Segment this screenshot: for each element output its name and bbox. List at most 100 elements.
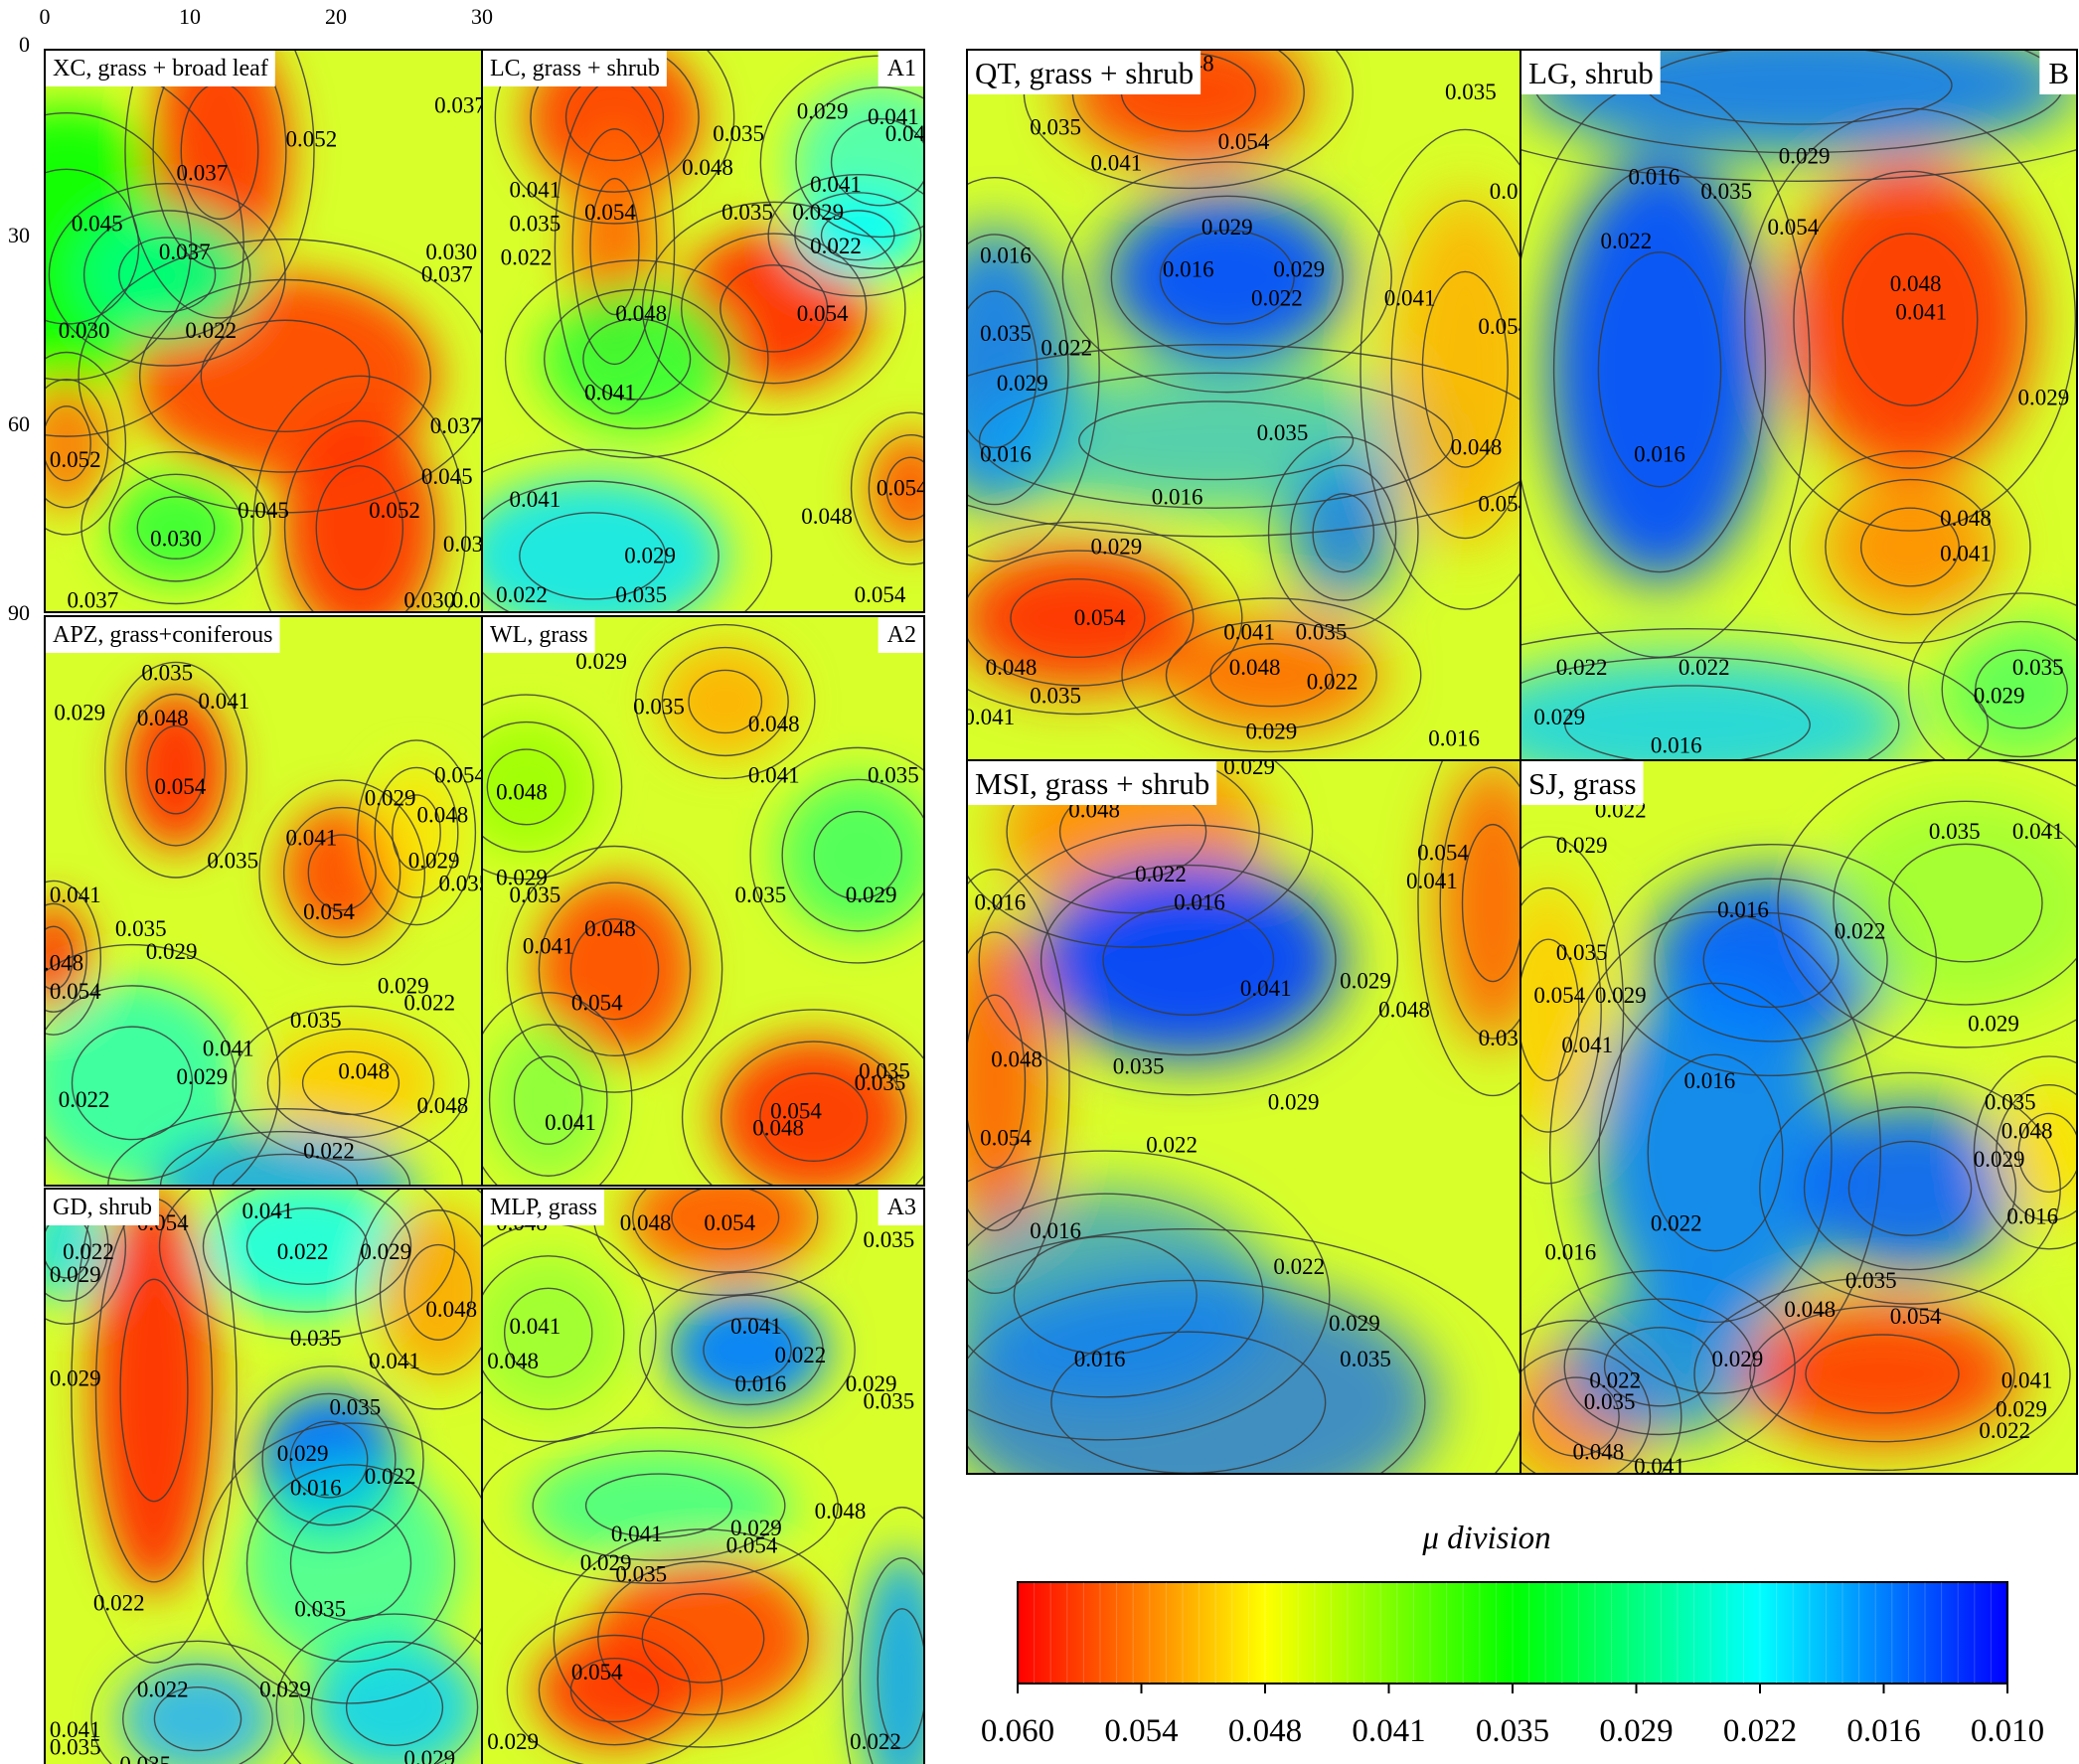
contour-label: 0.029 xyxy=(1091,535,1143,560)
contour-label: 0.035 xyxy=(864,1389,915,1414)
contour-line xyxy=(571,128,658,366)
heat-region xyxy=(627,1189,823,1275)
panel-corner-tag-box xyxy=(878,51,923,86)
colorbar-tick-label: 0.048 xyxy=(1228,1713,1302,1749)
contour-label: 0.041 xyxy=(523,933,574,958)
contour-label: 0.029 xyxy=(1329,1311,1380,1336)
contour-label: 0.041 xyxy=(545,1110,596,1135)
contour-line xyxy=(1973,1055,2077,1250)
contour-line xyxy=(1749,1305,2015,1443)
contour-line xyxy=(1520,938,1580,1082)
panel-label: WL, grass xyxy=(490,622,588,648)
contour-line xyxy=(1563,1298,1756,1436)
contour-line xyxy=(45,378,109,509)
contour-line xyxy=(80,450,271,605)
contour-line xyxy=(119,1278,189,1503)
contour-line xyxy=(48,183,286,367)
contour-label: 0.035 xyxy=(1445,80,1497,104)
contour-line xyxy=(720,264,829,353)
contour-label: 0.029 xyxy=(1974,1147,2025,1172)
contour-label: 0.054 xyxy=(877,475,928,500)
contour-line xyxy=(1693,1276,2071,1472)
contour-label: 0.054 xyxy=(434,762,486,787)
contour-label: 0.048 xyxy=(748,712,800,736)
contour-label: 0.029 xyxy=(365,785,416,810)
contour-label: 0.022 xyxy=(59,1087,110,1112)
contour-line xyxy=(258,779,426,966)
contour-line xyxy=(1013,1235,1198,1356)
contour-label: 0.01 xyxy=(1490,179,1529,204)
contour-line xyxy=(584,1473,733,1538)
contour-label: 0.016 xyxy=(975,890,1027,915)
contour-line xyxy=(967,550,1195,687)
contour-label: 0.035 xyxy=(119,1752,171,1764)
contour-line xyxy=(1359,128,1520,610)
heat-region xyxy=(1821,476,1999,618)
heat-region xyxy=(45,900,88,1016)
contour-line xyxy=(482,448,773,612)
x-axis-ticks: 0 10 20 30 xyxy=(40,4,494,29)
contour-label: 0.016 xyxy=(1545,1239,1597,1264)
y-axis-ticks: 0 30 60 90 xyxy=(8,32,30,625)
contour-lines xyxy=(482,50,924,612)
contour-line xyxy=(794,192,922,279)
contour-line xyxy=(859,1557,924,1764)
panel-corner-tag-box xyxy=(2039,51,2076,94)
contour-line xyxy=(245,1207,369,1285)
contour-label: 0.048 xyxy=(137,706,189,730)
contour-line xyxy=(482,1427,839,1584)
contour-label: 0.035 xyxy=(294,1596,346,1621)
contour-label: 0.029 xyxy=(177,1064,229,1089)
contour-label: 0.035 xyxy=(1030,684,1081,709)
heat-region xyxy=(1827,795,2077,1011)
contour-label: 0.022 xyxy=(303,1139,355,1164)
contour-label: 0.035 xyxy=(1985,1090,2036,1115)
panel-label: LG, shrub xyxy=(1528,56,1654,90)
contour-line xyxy=(967,344,1520,538)
contour-label: 0.048 xyxy=(801,504,853,529)
contour-label: 0.022 xyxy=(1251,285,1303,310)
contour-label: 0.041 xyxy=(199,689,250,714)
contour-line xyxy=(1417,760,1520,1097)
panel-label-box xyxy=(46,1190,159,1225)
contour-label: 0.022 xyxy=(501,244,553,269)
contour-line xyxy=(749,746,924,964)
contour-label: 0.054 xyxy=(770,1099,822,1124)
contour-label: 0.041 xyxy=(1240,976,1292,1001)
contour-line xyxy=(1010,577,1146,659)
contour-line xyxy=(1803,1106,2017,1271)
contour-label: 0.041 xyxy=(510,1314,561,1339)
contour-label: 0.041 xyxy=(510,487,561,512)
contour-label: 0.037 xyxy=(434,93,486,118)
contour-label: 0.022 xyxy=(496,582,548,607)
contour-label: 0.029 xyxy=(50,1365,101,1390)
contour-label: 0.022 xyxy=(1835,918,1886,943)
contour-label: 0.016 xyxy=(290,1476,342,1501)
contour-line xyxy=(759,1072,869,1163)
contour-label: 0.029 xyxy=(997,371,1048,396)
contour-line xyxy=(1552,166,1767,573)
heat-region xyxy=(867,431,924,546)
contour-label: 0.041 xyxy=(730,1314,782,1339)
contour-label: 0.035 xyxy=(1584,1389,1636,1414)
contour-label: 0.054 xyxy=(704,1210,755,1235)
contour-label: 0.029 xyxy=(1340,969,1391,994)
contour-line xyxy=(1975,649,2068,729)
contour-label: 0.041 xyxy=(868,104,919,129)
contour-label: 0.03 xyxy=(1479,1026,1519,1050)
contour-lines xyxy=(482,1189,924,1764)
contour-label: 0.016 xyxy=(1074,1347,1126,1371)
contour-label: 0.029 xyxy=(277,1441,329,1466)
contour-label: 0.022 xyxy=(1040,335,1092,360)
contour-line xyxy=(482,1255,625,1410)
contour-line xyxy=(688,669,763,734)
contour-line xyxy=(967,177,1100,562)
contour-line xyxy=(582,318,692,401)
contour-label: 0.035 xyxy=(615,1562,667,1587)
colorbar-tick-label: 0.035 xyxy=(1476,1713,1549,1749)
